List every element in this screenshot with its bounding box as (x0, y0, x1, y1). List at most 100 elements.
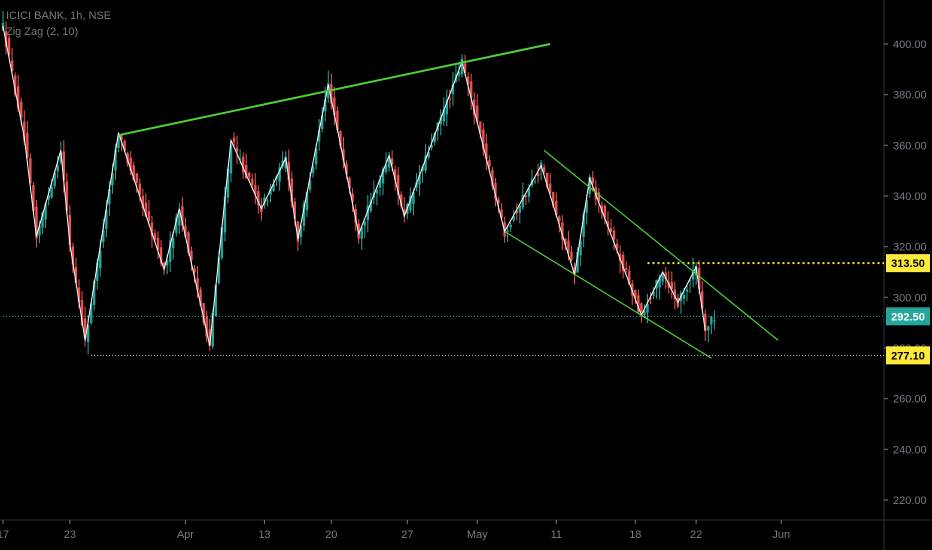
candle (612, 226, 616, 251)
candle (397, 166, 400, 206)
candle (302, 200, 306, 231)
candle (625, 261, 628, 273)
candle (181, 197, 184, 232)
candle (169, 231, 172, 273)
time-tick-label: 22 (690, 529, 702, 541)
candle (342, 136, 345, 169)
price-levels: 313.50 292.50 (3, 254, 930, 326)
current-price-label: 292.50 (891, 311, 925, 323)
candle (360, 225, 363, 251)
channel-upper-trendline[interactable] (543, 149, 779, 341)
price-tick-label: 340.00 (893, 191, 927, 203)
candle (351, 188, 354, 212)
candle (89, 302, 93, 325)
candle (491, 166, 494, 190)
price-tick-label: 400.00 (893, 39, 927, 51)
candle (333, 86, 336, 126)
resistance-level[interactable]: 313.50 (647, 254, 930, 273)
time-tick-label: Apr (177, 529, 194, 541)
candle (509, 222, 512, 232)
candle (521, 182, 525, 210)
time-axis[interactable]: 17 23 Apr 13 20 27 May 11 18 22 Jun (0, 520, 790, 541)
price-axis[interactable]: 400.00380.00360.00340.00320.00300.00280.… (884, 39, 927, 507)
candle (485, 133, 488, 171)
candle (47, 187, 50, 206)
candle (637, 289, 640, 314)
candle (497, 197, 500, 213)
candle (515, 203, 518, 221)
candle (153, 229, 157, 243)
candle (591, 171, 594, 192)
time-tick-label: 23 (64, 529, 76, 541)
candle (603, 204, 607, 225)
candle (460, 54, 464, 78)
time-tick-label: May (467, 529, 488, 541)
current-price[interactable]: 292.50 (3, 307, 930, 326)
candle (287, 149, 290, 192)
price-tick-label: 300.00 (893, 292, 927, 304)
candle (26, 121, 29, 159)
candle (13, 72, 17, 97)
candle (375, 186, 379, 206)
candle (269, 183, 272, 203)
candle (512, 210, 515, 223)
candle (254, 173, 257, 205)
support-level-label: 277.10 (891, 350, 925, 362)
candle (494, 178, 497, 207)
candle (175, 213, 178, 237)
candle (688, 278, 692, 293)
candle (500, 203, 503, 221)
candle (299, 223, 303, 246)
candle (102, 218, 105, 249)
price-tick-label: 240.00 (893, 444, 927, 456)
price-tick-label: 260.00 (893, 394, 927, 406)
candle (631, 279, 634, 305)
candle (476, 93, 479, 124)
resistance-level-tag (886, 254, 930, 273)
candle (272, 178, 275, 192)
candle (518, 204, 521, 224)
indicator-label[interactable]: Zig Zag (2, 10) (6, 26, 79, 38)
support-level[interactable]: 277.10 (91, 346, 930, 365)
candle (248, 171, 251, 182)
candle (202, 302, 205, 326)
candle (129, 151, 132, 176)
candle (713, 310, 716, 330)
candle (35, 200, 38, 248)
candle (144, 193, 148, 217)
candle (7, 33, 11, 58)
candle (330, 73, 333, 110)
candle (621, 251, 625, 279)
resistance-level-label: 313.50 (891, 258, 925, 270)
candle (536, 163, 540, 184)
candle (606, 211, 610, 236)
candle (232, 132, 236, 147)
time-tick-label: 20 (325, 529, 337, 541)
candle (278, 162, 281, 191)
candle (317, 119, 321, 151)
candle (205, 310, 208, 343)
price-tick-label: 320.00 (893, 242, 927, 254)
candle (284, 151, 287, 172)
candle (643, 304, 646, 319)
chart-symbol-title[interactable]: ICICI BANK, 1h, NSE (6, 10, 112, 22)
candle (704, 309, 707, 342)
price-tick-label: 380.00 (893, 90, 927, 102)
candle (117, 135, 120, 153)
candle (710, 315, 713, 334)
channel-lower-trendline[interactable] (504, 230, 712, 359)
candle (661, 271, 664, 286)
candle (235, 135, 239, 164)
candle (65, 172, 69, 214)
rising-resistance-trendline[interactable] (118, 43, 551, 137)
time-tick-label: 18 (629, 529, 641, 541)
candle (305, 191, 309, 217)
candle (190, 246, 193, 271)
candle (685, 285, 689, 302)
candle (439, 109, 442, 136)
candle (4, 21, 8, 55)
time-tick-label: Jun (772, 529, 790, 541)
current-price-tag (886, 307, 930, 326)
